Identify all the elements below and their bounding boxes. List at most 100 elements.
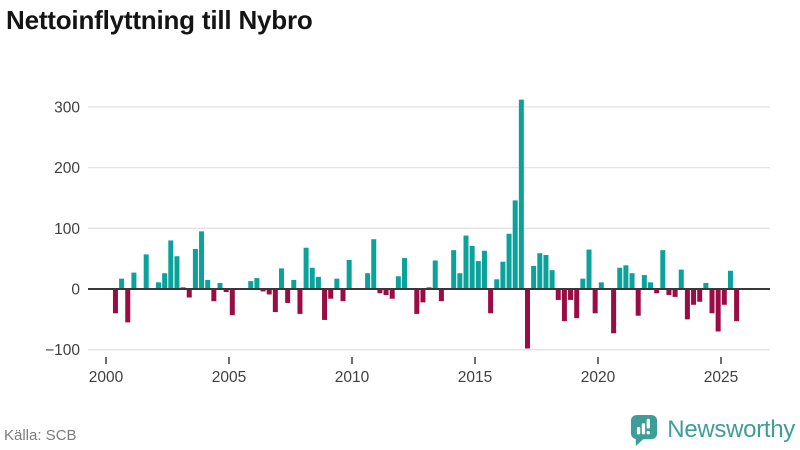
bar-negative xyxy=(211,289,217,302)
bar-positive xyxy=(432,260,438,289)
bar-negative xyxy=(555,289,561,300)
bar-negative xyxy=(691,289,697,305)
y-axis-tick-label: −100 xyxy=(45,342,80,359)
bar-positive xyxy=(199,231,205,289)
bar-positive xyxy=(254,278,260,289)
bar-negative xyxy=(389,289,395,299)
bar-positive xyxy=(469,245,475,289)
bar-positive xyxy=(315,276,321,289)
bar-positive xyxy=(156,282,161,289)
bar-negative xyxy=(654,289,660,294)
bar-negative xyxy=(568,289,574,300)
bar-negative xyxy=(377,289,383,294)
bar-negative xyxy=(112,289,118,314)
bar-positive xyxy=(143,254,149,289)
bar-positive xyxy=(586,249,592,289)
bar-negative xyxy=(734,289,740,322)
bar-positive xyxy=(131,272,137,289)
bar-positive xyxy=(727,270,733,289)
bar-positive xyxy=(395,276,401,289)
bar-positive xyxy=(543,255,549,289)
bar-positive xyxy=(660,250,666,289)
bar-positive xyxy=(451,250,457,289)
bar-positive xyxy=(648,282,653,289)
bar-positive xyxy=(512,200,518,289)
bar-positive xyxy=(192,248,198,289)
bar-positive xyxy=(457,273,463,289)
bar-positive xyxy=(598,282,604,289)
bar-positive xyxy=(518,99,524,289)
bar-negative xyxy=(223,289,229,293)
bar-positive xyxy=(309,267,315,289)
bar-positive xyxy=(494,279,500,289)
bar-positive xyxy=(162,273,168,289)
bar-positive xyxy=(168,240,174,289)
bar-negative xyxy=(260,289,266,292)
bar-negative xyxy=(635,289,641,316)
bar-negative xyxy=(611,289,617,334)
bar-positive xyxy=(303,247,309,289)
newsworthy-logo: Newsworthy xyxy=(629,413,795,447)
bar-negative xyxy=(574,289,580,319)
bar-positive xyxy=(617,267,623,289)
x-axis-tick-label: 2020 xyxy=(581,369,616,386)
brand-name: Newsworthy xyxy=(667,416,795,443)
bar-positive xyxy=(506,233,512,289)
bar-negative xyxy=(684,289,690,320)
bar-positive xyxy=(463,235,469,289)
x-axis-tick-label: 2025 xyxy=(704,369,738,386)
chart-title: Nettoinflyttning till Nybro xyxy=(6,5,313,35)
bar-positive xyxy=(119,278,125,289)
bar-positive xyxy=(365,273,371,289)
bar-positive xyxy=(678,269,684,289)
bar-negative xyxy=(592,289,598,314)
bar-positive xyxy=(531,265,537,289)
bar-negative xyxy=(525,289,530,349)
bar-negative xyxy=(561,289,567,322)
bar-positive xyxy=(334,278,340,289)
bar-negative xyxy=(709,289,715,314)
x-axis-tick-label: 2015 xyxy=(458,369,492,386)
bar-negative xyxy=(272,289,278,313)
x-axis-tick-label: 2010 xyxy=(335,369,370,386)
bar-positive xyxy=(248,281,254,289)
bar-positive xyxy=(174,256,180,289)
bar-negative xyxy=(125,289,131,323)
bar-negative xyxy=(715,289,721,332)
y-axis-tick-label: 300 xyxy=(54,99,80,116)
x-axis-tick-label: 2000 xyxy=(89,369,124,386)
bar-positive xyxy=(623,265,629,289)
bar-negative xyxy=(666,289,672,296)
bar-negative xyxy=(383,289,389,296)
bar-positive xyxy=(402,258,407,289)
bar-positive xyxy=(205,279,211,289)
bar-positive xyxy=(279,268,284,289)
y-axis-tick-label: 200 xyxy=(54,160,80,177)
bar-negative xyxy=(420,289,426,303)
bar-negative xyxy=(340,289,346,302)
bar-positive xyxy=(629,273,635,289)
bar-negative xyxy=(438,289,444,302)
x-axis-tick-label: 2005 xyxy=(212,369,246,386)
bar-negative xyxy=(186,289,192,298)
bar-positive xyxy=(371,239,377,289)
bar-positive xyxy=(549,270,555,289)
bar-negative xyxy=(672,289,678,297)
bar-positive xyxy=(703,282,709,289)
y-axis-tick-label: 0 xyxy=(71,282,80,299)
newsworthy-speech-bubble-icon xyxy=(631,414,658,446)
bar-positive xyxy=(537,253,543,289)
bar-negative xyxy=(297,289,303,314)
bar-negative xyxy=(285,289,291,303)
bar-negative xyxy=(328,289,334,299)
bar-negative xyxy=(229,289,235,316)
bar-positive xyxy=(217,282,223,289)
bar-negative xyxy=(697,289,703,302)
bar-negative xyxy=(266,289,272,295)
source-label: Källa: SCB xyxy=(4,427,77,444)
bar-positive xyxy=(291,279,297,289)
bar-negative xyxy=(488,289,494,314)
bar-positive xyxy=(580,278,586,289)
bar-positive xyxy=(346,259,352,289)
